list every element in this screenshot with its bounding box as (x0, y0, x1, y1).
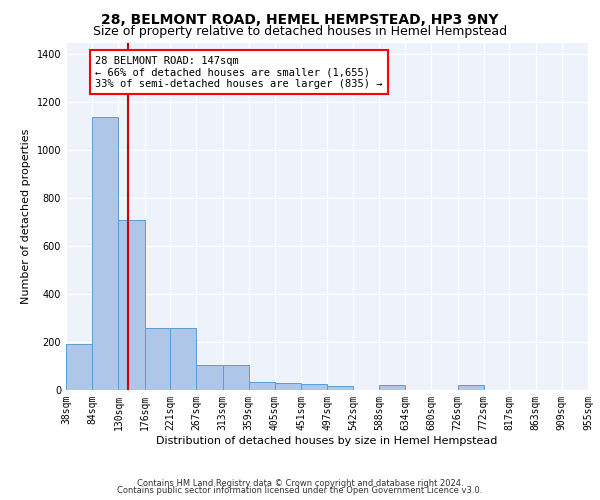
Bar (92, 117, 118, 390)
Bar (379, 385, 405, 390)
Bar (196, 365, 223, 390)
Text: 28, BELMONT ROAD, HEMEL HEMPSTEAD, HP3 9NY: 28, BELMONT ROAD, HEMEL HEMPSTEAD, HP3 9… (101, 12, 499, 26)
Y-axis label: Number of detached properties: Number of detached properties (21, 128, 31, 304)
Text: Contains public sector information licensed under the Open Government Licence v3: Contains public sector information licen… (118, 486, 482, 495)
Text: 28 BELMONT ROAD: 147sqm
← 66% of detached houses are smaller (1,655)
33% of semi: 28 BELMONT ROAD: 147sqm ← 66% of detache… (95, 56, 383, 89)
Bar (458, 385, 484, 390)
Text: Size of property relative to detached houses in Hemel Hempstead: Size of property relative to detached ho… (93, 25, 507, 38)
Bar (249, 382, 275, 390)
Bar (170, 328, 196, 390)
X-axis label: Distribution of detached houses by size in Hemel Hempstead: Distribution of detached houses by size … (157, 436, 497, 446)
Bar (301, 384, 327, 390)
Text: Contains HM Land Registry data © Crown copyright and database right 2024.: Contains HM Land Registry data © Crown c… (137, 478, 463, 488)
Bar (145, 328, 171, 390)
Bar (327, 386, 353, 390)
Bar (118, 220, 145, 390)
Bar (66, 344, 92, 390)
Bar (275, 383, 301, 390)
Bar (223, 365, 249, 390)
